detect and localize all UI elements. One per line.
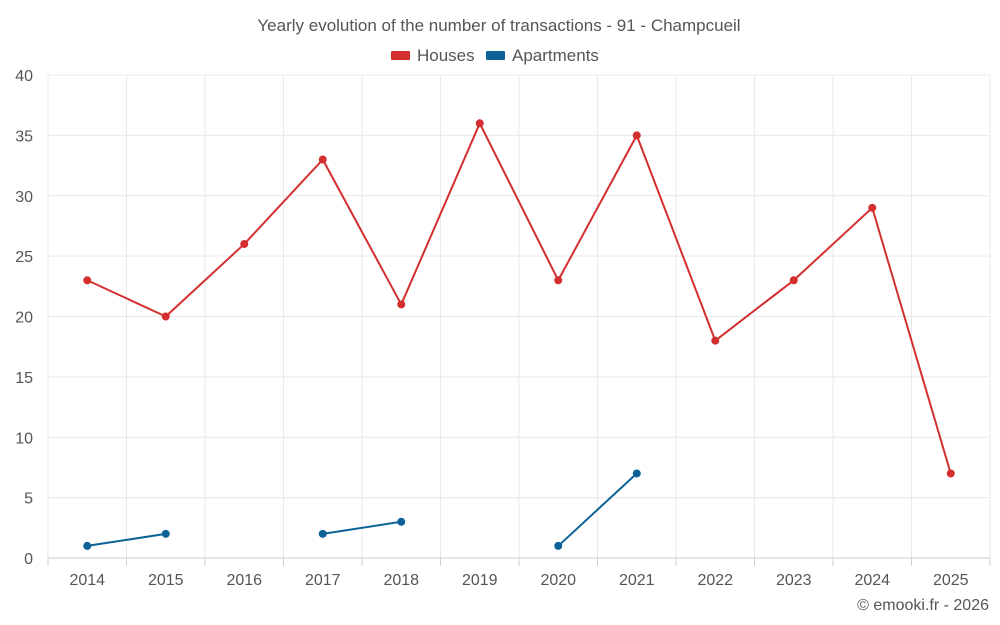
y-tick-label: 20 [15,310,33,327]
gridlines [47,74,991,558]
x-tick-label: 2024 [854,572,890,589]
data-point-apartments[interactable] [554,541,563,550]
x-tick-label: 2022 [697,572,733,589]
data-point-apartments[interactable] [632,469,641,478]
x-tick-label: 2019 [462,572,498,589]
data-point-houses[interactable] [240,240,249,249]
x-tick-label: 2018 [383,572,419,589]
data-point-houses[interactable] [868,203,877,212]
series-apartments [83,469,641,550]
series-line-apartments [557,472,638,547]
legend-swatch-apartments [486,51,505,60]
data-point-houses[interactable] [475,119,484,128]
data-point-houses[interactable] [318,155,327,164]
x-tick-label: 2017 [305,572,341,589]
y-tick-label: 5 [24,491,33,508]
data-point-apartments[interactable] [318,529,327,538]
data-point-houses[interactable] [632,131,641,140]
series-line-houses [86,122,952,474]
x-tick-label: 2016 [226,572,262,589]
y-tick-label: 10 [15,430,33,447]
legend-item-houses[interactable]: Houses [391,46,475,65]
data-point-houses[interactable] [554,276,563,285]
series-line-apartments [87,532,166,547]
data-point-apartments[interactable] [397,517,406,526]
y-tick-label: 25 [15,249,33,266]
credit-text: © emooki.fr - 2026 [857,597,989,614]
series-line-apartments [322,520,402,535]
x-tick-label: 2023 [776,572,812,589]
data-point-apartments[interactable] [161,529,170,538]
data-point-apartments[interactable] [83,541,92,550]
x-tick-label: 2025 [933,572,969,589]
x-tick-label: 2021 [619,572,655,589]
series-houses [83,119,955,478]
data-point-houses[interactable] [397,300,406,309]
legend-item-apartments[interactable]: Apartments [486,46,599,65]
chart-title: Yearly evolution of the number of transa… [257,16,740,35]
y-tick-label: 0 [24,551,33,568]
data-point-houses[interactable] [946,469,955,478]
legend-swatch-houses [391,51,410,60]
x-tick-label: 2014 [69,572,105,589]
legend: Houses Apartments [391,46,599,65]
y-tick-label: 15 [15,370,33,387]
data-point-houses[interactable] [83,276,92,285]
legend-label-houses: Houses [417,46,475,65]
y-tick-label: 35 [15,128,33,145]
x-tick-label: 2020 [540,572,576,589]
data-point-houses[interactable] [711,336,720,345]
data-point-houses[interactable] [161,312,170,321]
data-point-houses[interactable] [789,276,798,285]
y-tick-label: 40 [15,68,33,85]
x-tick-label: 2015 [148,572,184,589]
y-tick-label: 30 [15,189,33,206]
legend-label-apartments: Apartments [512,46,599,65]
series [83,119,955,550]
